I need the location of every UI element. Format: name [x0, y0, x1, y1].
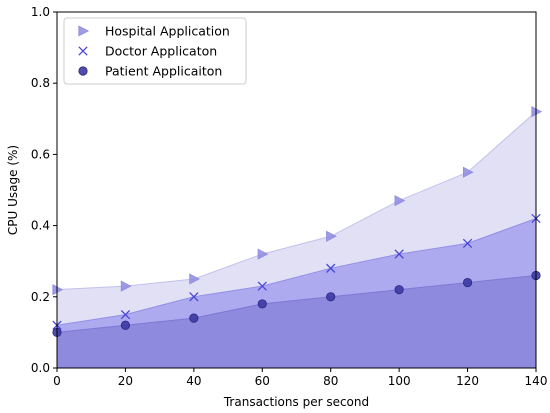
legend-label: Doctor Applicaton: [105, 44, 217, 59]
patient-applicaiton-point: [462, 277, 473, 288]
y-tick-label: 0.2: [31, 290, 50, 304]
hospital-application-point: [120, 280, 132, 292]
x-tick-label: 60: [255, 374, 270, 388]
x-tick-label: 20: [118, 374, 133, 388]
patient-applicaiton-area: [57, 275, 536, 368]
x-tick-label: 140: [525, 374, 548, 388]
legend-items: Hospital Application Doctor Applicaton Pat…: [78, 24, 230, 79]
doctor-applicaton-point: [120, 309, 131, 320]
y-tick-label: 0.8: [31, 76, 50, 90]
doctor-applicaton-line: [56, 218, 537, 326]
patient-applicaiton-point: [257, 299, 267, 309]
patient-applicaiton-point: [394, 285, 404, 295]
y-tick-label: 0.4: [31, 219, 50, 233]
legend-item-hospital-application: Hospital Application: [78, 24, 230, 39]
x-tick-label: 80: [323, 374, 338, 388]
legend-marker-patient-applicaiton: [78, 66, 88, 76]
x-axis-ticks: 0 20 40 60 80 100 120 140: [53, 368, 547, 388]
patient-applicaiton-point: [326, 292, 336, 302]
legend-box: [63, 17, 247, 85]
y-tick-label: 0.0: [31, 361, 50, 375]
hospital-application-point: [531, 106, 543, 118]
doctor-applicaton-point: [257, 281, 267, 291]
x-tick-label: 120: [456, 374, 479, 388]
patient-applicaiton-point: [120, 320, 131, 330]
legend-label: Hospital Application: [105, 24, 230, 39]
doctor-applicaton-point: [189, 292, 199, 302]
hospital-application-point: [326, 230, 337, 242]
legend-marker-hospital-application: [78, 25, 90, 37]
x-axis-label: Transactions per second: [223, 395, 369, 409]
hospital-application-line: [56, 111, 537, 291]
y-tick-label: 1.0: [31, 5, 50, 19]
legend-item-patient-applicaiton: Patient Applicaiton: [78, 64, 222, 79]
legend: Hospital Application Doctor Applicaton Pat…: [63, 17, 247, 85]
hospital-application-point: [189, 273, 200, 285]
x-tick-label: 40: [186, 374, 201, 388]
x-tick-label: 100: [388, 374, 411, 388]
legend-label: Patient Applicaiton: [105, 64, 222, 79]
plot-frame: [56, 11, 537, 369]
patient-applicaiton-line: [56, 274, 537, 333]
hospital-application-point: [52, 284, 64, 296]
doctor-applicaton-point: [394, 249, 404, 259]
y-axis-label: CPU Usage (%): [6, 145, 20, 235]
legend-item-doctor-applicaton: Doctor Applicaton: [78, 44, 217, 59]
hospital-application-point: [462, 166, 474, 178]
doctor-applicaton-point: [462, 238, 473, 249]
legend-marker-doctor-applicaton: [78, 46, 88, 56]
x-tick-label: 0: [53, 374, 61, 388]
hospital-application-point: [394, 195, 406, 207]
patient-applicaiton-point: [189, 313, 199, 323]
doctor-applicaton-point: [326, 263, 336, 273]
y-axis-ticks: 0.0 0.2 0.4 0.6 0.8 1.0: [31, 5, 57, 375]
hospital-application-point: [257, 248, 269, 260]
y-tick-label: 0.6: [31, 147, 50, 161]
chart-areas: [56, 111, 537, 369]
